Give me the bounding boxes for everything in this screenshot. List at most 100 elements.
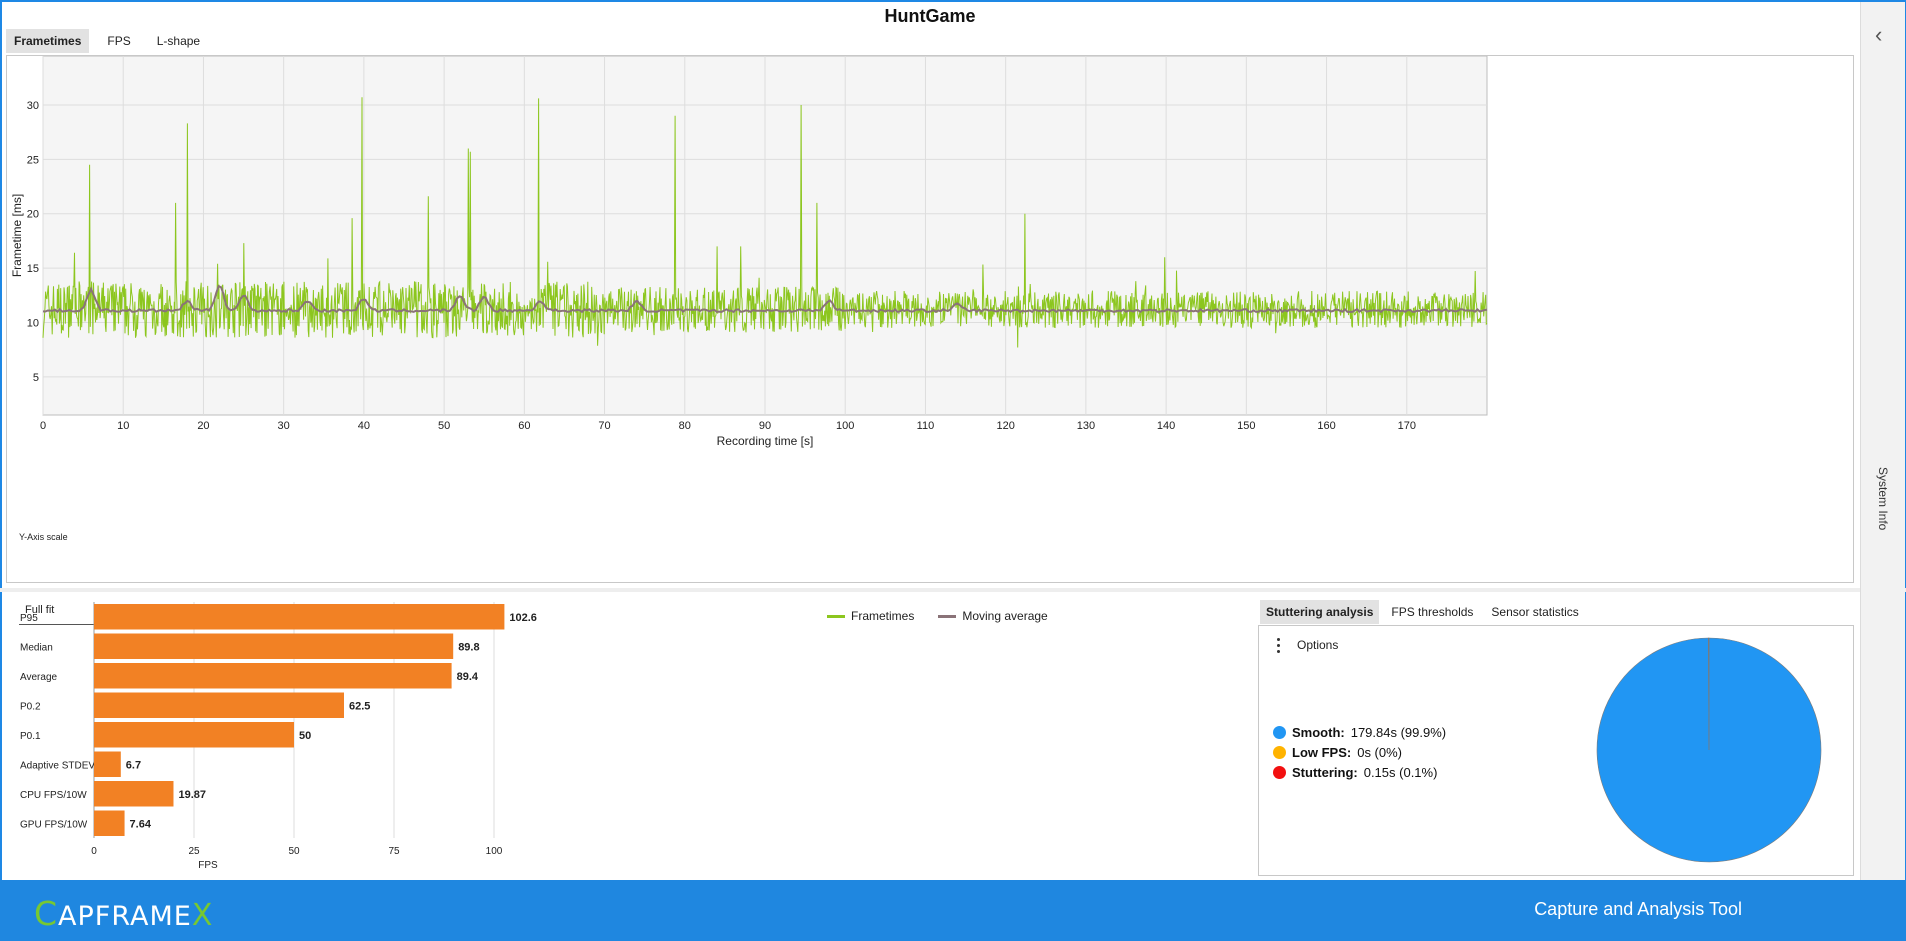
- tab-frametimes[interactable]: Frametimes: [6, 29, 90, 53]
- bar: [94, 751, 121, 777]
- x-tick-label: 120: [996, 420, 1014, 432]
- y-tick-label: 25: [27, 154, 39, 166]
- tab-stuttering-analysis[interactable]: Stuttering analysis: [1260, 600, 1380, 624]
- frametime-chart-panel: 0 10 20 30 40 50 60 70 80 90 100 110 120 130 140 150 160…: [6, 55, 1854, 625]
- x-tick-label: 40: [358, 420, 370, 432]
- x-tick-label: 50: [438, 420, 450, 432]
- legend-label-moving-average: Moving average: [962, 609, 1048, 623]
- legend-swatch-moving-average: [938, 614, 957, 618]
- legend-label-frametimes: Frametimes: [851, 609, 915, 623]
- low-fps-label: Low FPS:: [1292, 744, 1352, 760]
- bar-category-label: Adaptive STDEV: [20, 760, 95, 771]
- tab-fps[interactable]: FPS: [107, 34, 131, 48]
- page-title: HuntGame: [884, 6, 976, 26]
- y-tick-label: 20: [27, 209, 39, 221]
- x-tick-label: 30: [278, 420, 290, 432]
- x-tick-label: 0: [40, 420, 46, 432]
- legend-item-moving-average[interactable]: Moving average: [938, 609, 1048, 623]
- bar-category-label: P0.1: [20, 731, 41, 742]
- low-fps-value: 0s (0%): [1357, 744, 1403, 760]
- low-fps-dot-icon: [1273, 745, 1286, 759]
- window-border-top: [0, 0, 1906, 2]
- panel-divider: [0, 588, 1906, 592]
- bar-x-tick-label: 25: [188, 846, 200, 857]
- logo-letter-c: C: [34, 894, 59, 933]
- bar-category-label: GPU FPS/10W: [20, 819, 88, 830]
- options-button[interactable]: Options: [1297, 638, 1339, 652]
- tab-l-shape[interactable]: L-shape: [156, 34, 201, 48]
- stuttering-panel: Options Smooth: 179.84s (99.9%) Low FPS:…: [1258, 625, 1854, 876]
- footer-bar: CAPFRAMEX Capture and Analysis Tool: [0, 880, 1906, 941]
- stutter-legend-smooth: Smooth: 179.84s (99.9%): [1273, 722, 1446, 742]
- fps-bar-chart: 0 25 50 75 100 FPS P95 102.6 Median 89.8 Average 89…: [20, 602, 537, 871]
- system-info-label[interactable]: System Info: [1876, 467, 1890, 531]
- smooth-label: Smooth:: [1292, 724, 1345, 740]
- x-tick-label: 20: [197, 420, 209, 432]
- options-menu-icon[interactable]: [1277, 638, 1281, 656]
- frametimes-line: [42, 97, 1488, 348]
- bar-category-label: Median: [20, 642, 53, 653]
- x-tick-label: 60: [518, 420, 530, 432]
- stuttering-value: 0.15s (0.1%): [1363, 764, 1438, 780]
- x-tick-label: 100: [836, 420, 854, 432]
- bar-x-tick-label: 100: [486, 846, 503, 857]
- chevron-left-icon[interactable]: ‹: [1875, 22, 1883, 47]
- logo-letter-x: X: [191, 898, 214, 933]
- stutter-legend-low-fps: Low FPS: 0s (0%): [1273, 742, 1446, 762]
- bar-x-axis-label: FPS: [198, 860, 218, 871]
- bar-value-label: 89.8: [458, 641, 479, 653]
- bar: [94, 663, 452, 689]
- bar-category-label: CPU FPS/10W: [20, 790, 87, 801]
- y-tick-label: 5: [33, 372, 39, 384]
- bar-category-label: P95: [20, 613, 38, 624]
- stutter-legend: Smooth: 179.84s (99.9%) Low FPS: 0s (0%)…: [1273, 722, 1446, 782]
- legend-swatch-frametimes: [827, 614, 845, 618]
- frametime-chart: 0 10 20 30 40 50 60 70 80 90 100 110 120 130 140 150 160…: [10, 56, 1488, 448]
- system-info-sidebar[interactable]: ‹ System Info: [1860, 2, 1905, 880]
- bar-value-label: 89.4: [457, 671, 479, 683]
- chart-tabs: Frametimes FPS L-shape: [6, 29, 218, 53]
- y-axis-scale-label: Y-Axis scale: [19, 532, 68, 542]
- y-axis-scale-value: Full fit: [25, 604, 55, 616]
- logo-text: APFRAME: [58, 901, 192, 932]
- x-tick-label: 170: [1398, 420, 1416, 432]
- bar: [94, 633, 454, 659]
- y-tick-label: 10: [27, 318, 39, 330]
- bar-x-tick-label: 50: [288, 846, 300, 857]
- bar: [94, 604, 505, 630]
- stuttering-label: Stuttering:: [1292, 764, 1358, 780]
- x-tick-label: 110: [917, 420, 935, 432]
- bar: [94, 810, 125, 836]
- smooth-value: 179.84s (99.9%): [1350, 724, 1447, 740]
- x-tick-label: 160: [1317, 420, 1335, 432]
- bar-category-label: P0.2: [20, 701, 41, 712]
- stutter-pie-chart: [1596, 637, 1822, 863]
- legend-item-frametimes[interactable]: Frametimes: [827, 609, 914, 623]
- chart-legend: Frametimes Moving average: [827, 609, 1048, 623]
- tab-sensor-statistics[interactable]: Sensor statistics: [1491, 605, 1579, 619]
- x-tick-label: 150: [1237, 420, 1255, 432]
- y-tick-label: 15: [27, 263, 39, 275]
- x-tick-label: 90: [759, 420, 771, 432]
- bar: [94, 722, 294, 748]
- window-border-left: [0, 0, 2, 880]
- stuttering-dot-icon: [1273, 765, 1286, 779]
- x-tick-label: 80: [679, 420, 691, 432]
- bar-value-label: 7.64: [130, 818, 152, 830]
- x-tick-label: 140: [1157, 420, 1175, 432]
- bar-value-label: 102.6: [509, 612, 537, 624]
- y-axis-label: Frametime [ms]: [10, 194, 24, 277]
- x-tick-label: 10: [117, 420, 129, 432]
- bar-value-label: 50: [299, 730, 311, 742]
- tab-fps-thresholds[interactable]: FPS thresholds: [1391, 605, 1474, 619]
- y-tick-label: 30: [27, 100, 39, 112]
- x-tick-label: 70: [598, 420, 610, 432]
- bar-value-label: 6.7: [126, 759, 141, 771]
- smooth-dot-icon: [1273, 725, 1286, 739]
- bar-x-tick-label: 75: [388, 846, 400, 857]
- analysis-tabs: Stuttering analysis FPS thresholds Senso…: [1260, 600, 1591, 624]
- footer-tagline: Capture and Analysis Tool: [1534, 899, 1742, 919]
- bar-x-tick-label: 0: [91, 846, 97, 857]
- moving-average-line: [42, 284, 1488, 314]
- window-border-right: [1904, 0, 1906, 880]
